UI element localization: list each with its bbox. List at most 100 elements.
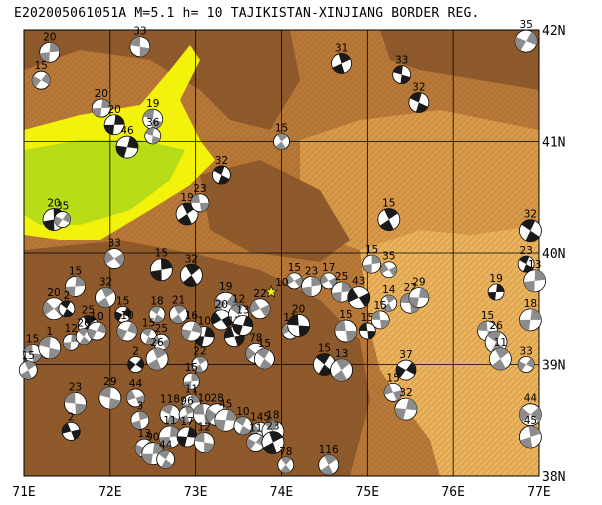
beachball-quadrant: [158, 450, 171, 460]
beachball-quadrant: [64, 392, 76, 404]
focal-mechanism: 35: [380, 251, 398, 279]
beachball-quadrant: [264, 420, 280, 432]
beachball-quadrant: [250, 300, 261, 313]
beachball-quadrant: [60, 300, 71, 309]
focal-mechanism: 16: [180, 310, 202, 342]
beachball-quadrant: [62, 212, 71, 224]
event-title: E202005061051A M=5.1 h= 10 TAJIKISTAN-XI…: [14, 6, 480, 21]
beachball-quadrant: [153, 335, 162, 346]
lon-label-72e: 72E: [98, 485, 121, 500]
event-depth-label: 33: [395, 55, 408, 67]
focal-mechanism: 22: [249, 288, 271, 320]
beachball-quadrant: [48, 347, 61, 359]
beachball-quadrant: [104, 251, 115, 265]
focal-mechanism: 22: [191, 346, 209, 373]
event-depth-label: 18: [266, 409, 279, 421]
focal-mechanism: 20: [103, 104, 125, 136]
beachball-quadrant: [161, 459, 173, 469]
focal-mechanism: 17: [320, 262, 338, 290]
event-depth-label: 15: [26, 333, 39, 345]
beachball-quadrant: [388, 266, 397, 277]
event-depth-label: 1: [46, 326, 53, 338]
beachball-quadrant: [78, 328, 89, 337]
event-depth-label: 10: [236, 406, 249, 418]
beachball-quadrant: [385, 295, 396, 304]
event-depth-label: 11: [494, 337, 507, 349]
lon-label-73e: 73E: [184, 485, 207, 500]
event-depth-label: 28: [210, 393, 223, 405]
beachball-quadrant: [418, 287, 429, 299]
beachball-quadrant: [87, 328, 97, 340]
event-depth-label: 44: [159, 439, 173, 451]
focal-mechanism: 15: [253, 338, 275, 370]
beachball-quadrant: [114, 311, 123, 322]
beachball-quadrant: [152, 347, 167, 359]
event-depth-label: 20: [107, 104, 120, 116]
event-depth-label: 26: [150, 337, 164, 349]
focal-mechanism: 10: [87, 311, 107, 341]
focal-mechanism: 44: [519, 393, 542, 427]
beachball-quadrant: [526, 31, 538, 46]
event-depth-label: 15: [34, 60, 47, 72]
focal-mechanism: 18: [519, 298, 542, 332]
focal-mechanism: 15: [65, 265, 86, 297]
focal-mechanism: 23: [64, 382, 87, 415]
event-depth-label: 29: [103, 376, 116, 388]
event-depth-label: 2: [64, 290, 71, 302]
lon-label-71e: 71E: [12, 485, 35, 500]
beachball-quadrant: [405, 398, 417, 411]
beachball-quadrant: [96, 322, 106, 334]
event-depth-label: 45: [219, 398, 232, 410]
focal-mechanism: 2: [58, 290, 76, 318]
beachball-quadrant: [521, 219, 536, 231]
event-depth-label: 44: [524, 393, 538, 405]
beachball-quadrant: [151, 119, 163, 130]
beachball-quadrant: [183, 381, 192, 390]
beachball-quadrant: [135, 395, 145, 407]
beachball-quadrant: [92, 108, 102, 118]
beachball-quadrant: [71, 429, 81, 440]
beachball-quadrant: [394, 407, 406, 420]
event-depth-label: 32: [185, 253, 198, 265]
event-depth-label: 13: [528, 259, 541, 271]
event-depth-label: 11: [163, 415, 176, 427]
beachball-quadrant: [179, 414, 190, 423]
focal-mechanism: 33: [103, 238, 125, 269]
beachball-quadrant: [371, 310, 381, 320]
beachball-quadrant: [494, 347, 510, 359]
event-depth-label: 10: [198, 393, 211, 405]
beachball-quadrant: [153, 314, 164, 323]
event-depth-label: 35: [56, 201, 69, 213]
beachball-quadrant: [332, 370, 348, 382]
beachball-quadrant: [131, 420, 142, 430]
event-depth-label: 15: [365, 244, 378, 256]
beachball-quadrant: [187, 427, 198, 438]
beachball-quadrant: [39, 336, 51, 348]
beachball-quadrant: [79, 336, 91, 345]
event-depth-label: 44: [129, 378, 143, 390]
beachball-quadrant: [75, 276, 86, 287]
beachball-quadrant: [519, 436, 533, 448]
event-depth-label: 18: [150, 295, 163, 307]
beachball-quadrant: [246, 438, 256, 450]
focal-mechanism: 33: [392, 55, 412, 84]
beachball-quadrant: [83, 315, 97, 326]
beachball-quadrant: [523, 264, 533, 273]
beachball-quadrant: [214, 419, 226, 432]
focal-mechanism: 17: [176, 416, 198, 448]
event-depth-label: 13: [236, 304, 249, 316]
beachball-quadrant: [138, 411, 149, 421]
focal-mechanism: 29: [408, 277, 430, 309]
event-depth-label: 37: [399, 349, 412, 361]
focal-mechanism: 116: [318, 444, 340, 476]
beachball-quadrant: [135, 444, 145, 456]
event-depth-label: 23: [266, 421, 279, 433]
focal-mechanism: 2: [127, 346, 144, 373]
beachball-quadrant: [204, 326, 215, 338]
event-depth-label: 15: [275, 123, 288, 135]
event-depth-label: 19: [489, 273, 502, 285]
beachball-quadrant: [141, 328, 152, 337]
beachball-quadrant: [230, 304, 243, 315]
